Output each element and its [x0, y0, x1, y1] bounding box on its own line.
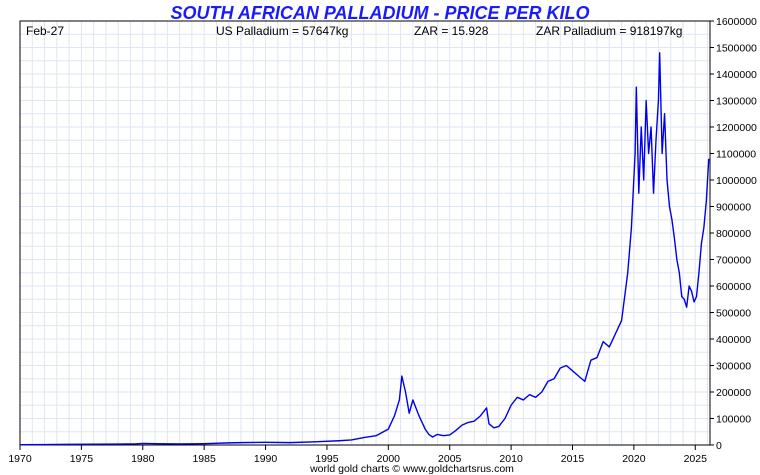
x-tick-label: 2000: [377, 453, 401, 465]
y-tick-label: 900000: [716, 202, 751, 214]
y-tick-label: 1200000: [716, 122, 757, 134]
y-tick-label: 600000: [716, 281, 751, 293]
zar-rate-label: ZAR = 15.928: [414, 24, 489, 38]
y-tick-label: 200000: [716, 387, 751, 399]
us-palladium-label: US Palladium = 57647kg: [216, 24, 348, 38]
y-tick-label: 1000000: [716, 175, 757, 187]
y-tick-label: 500000: [716, 308, 751, 320]
x-tick-label: 2015: [561, 453, 585, 465]
y-tick-label: 700000: [716, 255, 751, 267]
y-tick-label: 300000: [716, 361, 751, 373]
x-tick-label: 1980: [131, 453, 155, 465]
x-tick-label: 2025: [684, 453, 708, 465]
x-tick-label: 2020: [622, 453, 646, 465]
x-tick-label: 2010: [499, 453, 523, 465]
series-line-zar-palladium: [19, 52, 710, 446]
x-tick-label: 1975: [70, 453, 94, 465]
chart-title: SOUTH AFRICAN PALLADIUM - PRICE PER KILO: [171, 3, 590, 23]
y-tick-label: 1400000: [716, 69, 757, 81]
credit-text: world gold charts © www.goldchartsrus.co…: [309, 463, 514, 475]
x-tick-label: 1970: [8, 453, 32, 465]
x-tick-label: 1995: [315, 453, 339, 465]
y-tick-label: 1500000: [716, 43, 757, 55]
series-layer: [19, 52, 710, 446]
y-tick-label: 400000: [716, 334, 751, 346]
y-tick-label: 1600000: [716, 16, 757, 28]
date-label: Feb-27: [26, 24, 64, 38]
y-tick-label: 100000: [716, 414, 751, 426]
x-tick-label: 1990: [254, 453, 278, 465]
y-tick-label: 0: [716, 440, 722, 452]
y-axis: 0 100000 200000 300000 400000 500000 600000 700…: [710, 16, 757, 452]
zar-palladium-label: ZAR Palladium = 918197kg: [536, 24, 682, 38]
x-tick-label: 2005: [438, 453, 462, 465]
y-tick-label: 1100000: [716, 149, 756, 161]
y-tick-label: 800000: [716, 228, 751, 240]
x-axis: 1970 1975 1980 1985 1990 1995 2000 2005 2010 2015…: [8, 445, 707, 465]
x-tick-label: 1985: [192, 453, 216, 465]
y-tick-label: 1300000: [716, 96, 757, 108]
